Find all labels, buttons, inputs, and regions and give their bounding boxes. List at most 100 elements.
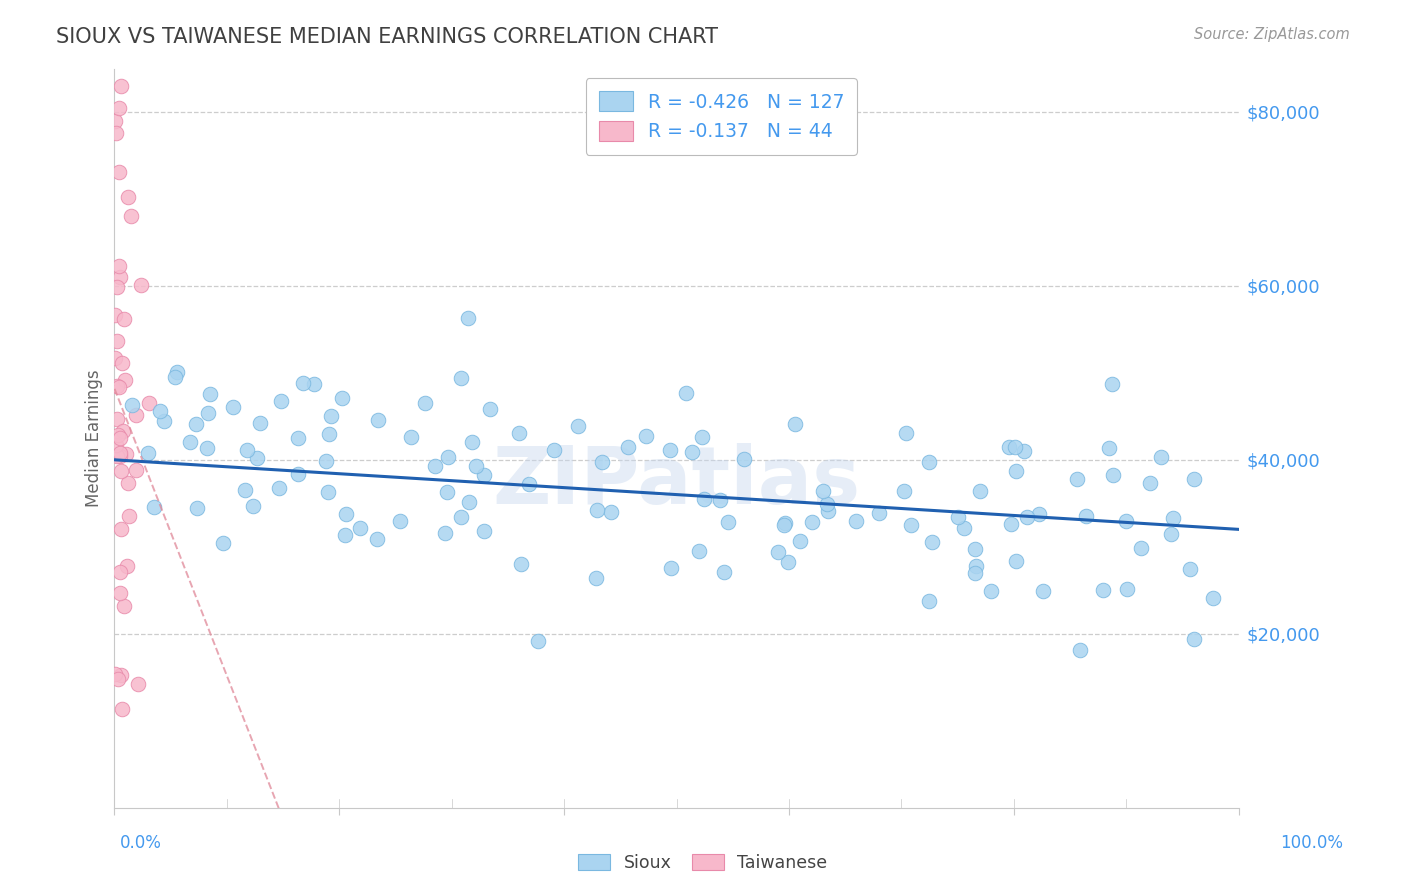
Point: [108, 270, 131, 285]
Point: [149, 403, 172, 417]
Point: [115, 446, 138, 460]
Point: [104, 113, 127, 128]
Point: [980, 584, 1002, 599]
Point: [142, 500, 165, 514]
Point: [249, 416, 271, 430]
Point: [292, 376, 315, 391]
Point: [105, 334, 128, 349]
Point: [413, 396, 436, 410]
Text: 100.0%: 100.0%: [1279, 834, 1343, 852]
Point: [179, 435, 201, 450]
Point: [117, 190, 139, 204]
Point: [1182, 632, 1205, 647]
Point: [461, 434, 484, 449]
Point: [107, 673, 129, 687]
Point: [1101, 376, 1123, 391]
Point: [152, 414, 174, 428]
Point: [1160, 527, 1182, 541]
Point: [946, 510, 969, 524]
Point: [845, 514, 868, 528]
Point: [527, 634, 550, 648]
Point: [969, 484, 991, 499]
Point: [110, 522, 132, 536]
Point: [105, 450, 128, 464]
Point: [107, 428, 129, 442]
Point: [472, 524, 495, 539]
Point: [776, 555, 799, 569]
Point: [1000, 516, 1022, 531]
Point: [1069, 643, 1091, 657]
Point: [110, 586, 132, 600]
Point: [688, 543, 710, 558]
Point: [869, 506, 891, 520]
Point: [104, 309, 127, 323]
Point: [110, 78, 132, 93]
Point: [242, 499, 264, 513]
Point: [1161, 511, 1184, 525]
Point: [212, 536, 235, 550]
Point: [127, 677, 149, 691]
Point: [768, 545, 790, 559]
Point: [690, 430, 713, 444]
Point: [953, 521, 976, 535]
Point: [1074, 509, 1097, 524]
Point: [125, 408, 148, 422]
Point: [269, 481, 291, 495]
Point: [270, 394, 292, 409]
Text: SIOUX VS TAIWANESE MEDIAN EARNINGS CORRELATION CHART: SIOUX VS TAIWANESE MEDIAN EARNINGS CORRE…: [56, 27, 718, 46]
Point: [458, 495, 481, 509]
Point: [817, 504, 839, 518]
Point: [815, 497, 838, 511]
Point: [450, 370, 472, 384]
Point: [114, 373, 136, 387]
Point: [136, 446, 159, 460]
Point: [479, 402, 502, 417]
Point: [1116, 582, 1139, 596]
Point: [120, 210, 142, 224]
Point: [425, 458, 447, 473]
Point: [1005, 554, 1028, 568]
Point: [112, 311, 135, 326]
Point: [110, 446, 132, 460]
Point: [963, 541, 986, 556]
Point: [472, 467, 495, 482]
Point: [681, 445, 703, 459]
Point: [367, 412, 389, 426]
Point: [335, 507, 357, 521]
Point: [900, 517, 922, 532]
Point: [789, 533, 811, 548]
Point: [1139, 476, 1161, 491]
Point: [893, 483, 915, 498]
Point: [111, 356, 134, 370]
Point: [105, 438, 128, 452]
Point: [543, 442, 565, 457]
Point: [108, 449, 131, 463]
Point: [118, 508, 141, 523]
Point: [1005, 464, 1028, 478]
Point: [1150, 450, 1173, 465]
Point: [107, 378, 129, 392]
Point: [1115, 514, 1137, 528]
Point: [186, 500, 208, 515]
Point: [333, 528, 356, 542]
Point: [585, 571, 607, 585]
Point: [634, 429, 657, 443]
Point: [108, 565, 131, 579]
Point: [1202, 591, 1225, 606]
Point: [315, 453, 337, 467]
Point: [200, 387, 222, 401]
Point: [195, 441, 218, 455]
Point: [105, 412, 128, 426]
Point: [236, 442, 259, 457]
Point: [110, 464, 132, 478]
Point: [717, 515, 740, 529]
Point: [115, 559, 138, 574]
Point: [894, 426, 917, 441]
Point: [457, 310, 479, 325]
Point: [107, 165, 129, 179]
Point: [233, 483, 256, 497]
Point: [1182, 472, 1205, 486]
Point: [813, 484, 835, 499]
Point: [465, 458, 488, 473]
Legend: R = -0.426   N = 127, R = -0.137   N = 44: R = -0.426 N = 127, R = -0.137 N = 44: [586, 78, 858, 154]
